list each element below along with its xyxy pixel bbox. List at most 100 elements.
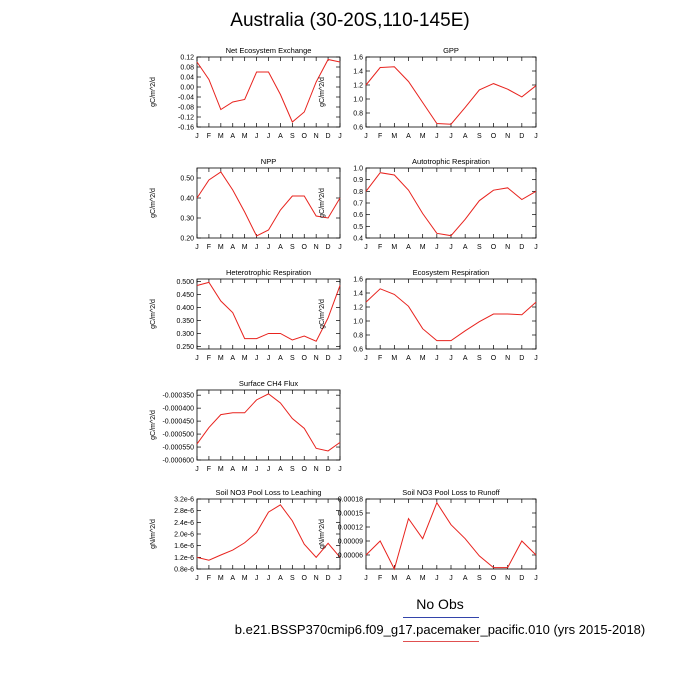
x-tick-label: O (302, 355, 308, 362)
y-tick-label: 0.8 (353, 111, 363, 118)
y-tick-label: 0.500 (176, 279, 194, 286)
chart-panel-1: Net Ecosystem Exchange gC/m^2/d -0.16 -0.12… (150, 46, 342, 140)
x-tick-label: A (406, 355, 411, 362)
series-line (365, 288, 537, 342)
x-tick-label: N (314, 133, 319, 140)
chart-panel-9: Soil NO3 Pool Loss to Runoff gN/m^2/d 0.00… (319, 488, 538, 582)
y-tick-label: 2.0e-6 (174, 532, 194, 539)
series-line (196, 393, 341, 452)
x-tick-label: A (230, 133, 235, 140)
x-tick-label: J (435, 575, 439, 582)
x-tick-label: M (420, 244, 426, 251)
x-tick-label: J (255, 244, 259, 251)
x-tick-label: F (378, 355, 382, 362)
y-tick-label: 1.6e-6 (174, 543, 194, 550)
x-tick-label: A (230, 466, 235, 473)
x-tick-label: J (449, 244, 453, 251)
y-tick-label: 1.0 (353, 166, 363, 173)
chart-panel-7: Surface CH4 Flux gC/m^2/d -0.000600 -0.0005… (150, 379, 342, 473)
x-tick-label: M (242, 575, 248, 582)
x-tick-label: N (314, 244, 319, 251)
x-tick-label: F (378, 244, 382, 251)
y-tick-label: 1.0 (353, 97, 363, 104)
y-tick-label: 1.2e-6 (174, 555, 194, 562)
x-tick-label: J (449, 133, 453, 140)
x-tick-label: M (218, 133, 224, 140)
x-tick-label: N (314, 466, 319, 473)
x-tick-label: F (207, 355, 211, 362)
x-tick-label: O (302, 575, 308, 582)
x-tick-label: J (534, 133, 538, 140)
series-line (365, 501, 537, 571)
x-tick-label: S (290, 355, 295, 362)
y-tick-label: 1.0 (353, 319, 363, 326)
x-tick-label: D (519, 575, 524, 582)
y-tick-label: -0.000500 (162, 432, 194, 439)
y-tick-label: 1.6 (353, 277, 363, 284)
y-tick-label: 1.2 (353, 305, 363, 312)
y-tick-label: -0.000600 (162, 458, 194, 465)
panel-title: NPP (261, 157, 276, 166)
x-tick-label: A (278, 466, 283, 473)
y-tick-label: 0.9 (353, 177, 363, 184)
x-tick-label: D (326, 244, 331, 251)
y-tick-label: 0.00012 (338, 525, 363, 532)
y-tick-label: 0.7 (353, 201, 363, 208)
x-tick-label: M (218, 244, 224, 251)
x-tick-label: O (302, 466, 308, 473)
y-tick-label: 1.6 (353, 55, 363, 62)
y-tick-label: 1.4 (353, 291, 363, 298)
plot-frame (196, 389, 341, 461)
x-tick-label: J (195, 575, 199, 582)
x-tick-label: M (242, 133, 248, 140)
x-tick-label: F (207, 575, 211, 582)
x-tick-label: A (463, 355, 468, 362)
y-tick-label: 0.5 (353, 224, 363, 231)
x-tick-label: J (195, 466, 199, 473)
x-tick-label: F (378, 133, 382, 140)
x-tick-label: J (195, 133, 199, 140)
y-axis-label: gC/m^2/d (150, 299, 157, 329)
x-tick-label: J (364, 355, 368, 362)
y-tick-label: 0.00 (180, 85, 194, 92)
x-tick-label: N (314, 575, 319, 582)
x-tick-label: F (207, 133, 211, 140)
x-tick-label: M (391, 133, 397, 140)
y-tick-label: 0.400 (176, 305, 194, 312)
x-tick-label: D (326, 133, 331, 140)
x-tick-label: J (255, 575, 259, 582)
x-tick-label: A (230, 244, 235, 251)
x-tick-label: D (519, 355, 524, 362)
x-tick-label: J (195, 355, 199, 362)
y-tick-label: 0.350 (176, 318, 194, 325)
x-tick-label: J (255, 133, 259, 140)
x-tick-label: A (406, 244, 411, 251)
x-tick-label: J (267, 575, 271, 582)
y-tick-label: 0.8 (353, 333, 363, 340)
chart-panel-5: Heterotrophic Respiration gC/m^2/d 0.250 0.… (150, 268, 342, 362)
x-tick-label: D (326, 466, 331, 473)
plot-frame (365, 498, 537, 570)
y-tick-label: 2.4e-6 (174, 520, 194, 527)
x-tick-label: J (364, 244, 368, 251)
x-tick-label: S (477, 575, 482, 582)
x-tick-label: O (302, 133, 308, 140)
y-axis-label: gC/m^2/d (150, 77, 157, 107)
x-tick-label: S (290, 244, 295, 251)
y-axis-label: gC/m^2/d (150, 410, 157, 440)
x-tick-label: J (534, 355, 538, 362)
x-tick-label: S (290, 466, 295, 473)
x-tick-label: S (290, 133, 295, 140)
obs-label: No Obs (416, 596, 464, 612)
x-tick-label: M (218, 575, 224, 582)
series-line (365, 172, 537, 237)
x-tick-label: A (278, 244, 283, 251)
x-tick-label: J (338, 466, 342, 473)
y-tick-label: 1.2 (353, 83, 363, 90)
y-tick-label: 0.250 (176, 344, 194, 351)
series-line (196, 281, 341, 342)
y-tick-label: -0.08 (178, 105, 194, 112)
chart-panel-8: Soil NO3 Pool Loss to Leaching gN/m^2/d 0.… (150, 488, 342, 582)
x-tick-label: J (267, 244, 271, 251)
